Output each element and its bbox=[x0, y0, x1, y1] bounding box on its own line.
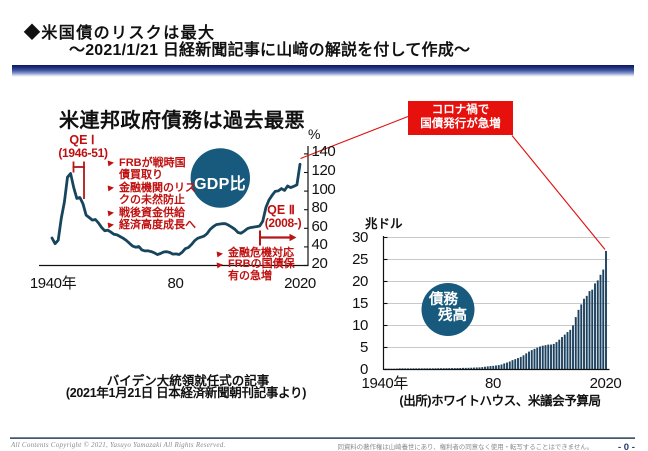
left-chart-ytick-label: 40 bbox=[311, 236, 328, 254]
slide-subtitle: 〜2021/1/21 日経新聞記事に山﨑の解説を付して作成〜 bbox=[69, 42, 471, 59]
qe2-sublabel: (2008-) bbox=[264, 215, 302, 230]
footer-copyright: All Contents Copyright © 2021, Yasuyo Ya… bbox=[11, 440, 226, 449]
right-chart-xtick-label: 1940年 bbox=[361, 374, 409, 392]
arrow-bullet-icon bbox=[216, 261, 224, 269]
left-chart-title: 米連邦政府債務は過去最悪 bbox=[59, 109, 305, 132]
corona-callout-line2: 国債発行が急増 bbox=[420, 117, 501, 130]
left-chart-unit-label: % bbox=[308, 126, 321, 142]
right-chart-ytick-label: 20 bbox=[352, 272, 368, 290]
qe1-note-item: 金融機関のリス クの未然防止 bbox=[107, 182, 198, 207]
qe1-note-item: FRBが戦時国 債買取り bbox=[107, 157, 198, 182]
article-caption-line2: (2021年1月21日 日本経済新聞朝刊記事より) bbox=[65, 385, 307, 400]
right-chart-source: (出所)ホワイトハウス、米議会予算局 bbox=[399, 394, 601, 408]
corona-callout-box: コロナ禍で 国債発行が急増 bbox=[408, 101, 513, 135]
left-chart-ytick-label: 60 bbox=[311, 217, 328, 235]
qe1-notes-list: FRBが戦時国 債買取り 金融機関のリス クの未然防止 戦後資金供給 経済高度成長へ bbox=[107, 157, 198, 231]
qe1-note-item: 戦後資金供給 bbox=[107, 207, 198, 219]
right-chart-xtick-label: 2020 bbox=[589, 374, 622, 392]
right-chart-ytick-label: 5 bbox=[360, 338, 368, 356]
corona-callout-line1: コロナ禍で bbox=[431, 104, 490, 116]
left-chart-xtick-label: 1940年 bbox=[29, 274, 77, 292]
left-chart-ytick-label: 120 bbox=[311, 162, 336, 179]
right-chart-ytick-label: 10 bbox=[352, 316, 368, 334]
right-chart-unit-label: 兆ドル bbox=[365, 217, 403, 231]
left-chart-ytick-label: 20 bbox=[311, 255, 328, 272]
qe2-notes-list: 金融危機対応 FRBの国債保 有の急増 bbox=[216, 247, 307, 283]
article-caption-line1: バイデン大統領就任式の記事 bbox=[106, 374, 270, 388]
gdp-ratio-circle-label: GDP比 bbox=[194, 175, 246, 193]
right-chart-xtick-label: 80 bbox=[485, 374, 501, 392]
qe1-sublabel: (1946-51) bbox=[58, 145, 108, 160]
qe1-note-item: 経済高度成長へ bbox=[107, 219, 198, 231]
footer-rights-note: 同資料の著作権は山崎養世にあり、権利者の同意なく使用・転写することはできません。 bbox=[337, 443, 593, 451]
header-divider-bar bbox=[12, 64, 634, 77]
page-number: - 0 - bbox=[618, 441, 635, 451]
right-chart-ytick-label: 25 bbox=[352, 250, 368, 268]
arrow-bullet-icon bbox=[107, 221, 115, 229]
left-chart-xtick-label: 80 bbox=[167, 274, 184, 292]
qe2-note-item: FRBの国債保 有の急増 bbox=[216, 258, 307, 283]
right-chart-ytick-label: 30 bbox=[352, 228, 368, 246]
left-chart-ytick-label: 140 bbox=[311, 143, 336, 161]
slide-title: ◆米国債のリスクは最大 bbox=[24, 25, 216, 42]
arrow-bullet-icon bbox=[107, 184, 115, 192]
left-chart-ytick-label: 80 bbox=[311, 199, 328, 217]
right-chart-ytick-label: 15 bbox=[352, 294, 368, 312]
debt-balance-circle-label: 債務 残高 bbox=[420, 292, 476, 325]
debt-balance-line2: 残高 bbox=[438, 308, 467, 324]
debt-balance-line1: 債務 bbox=[429, 291, 458, 308]
qe2-note-item: 金融危機対応 bbox=[216, 247, 307, 260]
arrow-bullet-icon bbox=[216, 250, 224, 257]
qe2-label: QE Ⅱ bbox=[267, 202, 295, 217]
arrow-bullet-icon bbox=[107, 159, 115, 167]
right-chart-ytick-label: 0 bbox=[360, 360, 368, 378]
footer-divider-line bbox=[10, 436, 635, 439]
left-chart-ytick-label: 100 bbox=[311, 180, 336, 198]
arrow-bullet-icon bbox=[107, 209, 115, 217]
left-chart-xtick-label: 2020 bbox=[284, 274, 316, 292]
qe1-label: QE Ⅰ bbox=[69, 133, 95, 147]
